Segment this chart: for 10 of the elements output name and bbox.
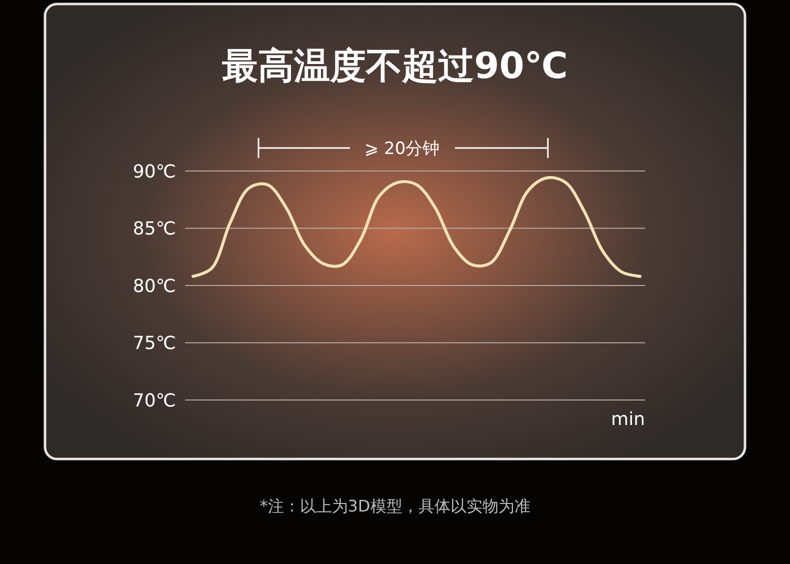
line-series <box>192 176 642 278</box>
text: ⩾ 20分钟 <box>364 138 440 159</box>
y-tick-label: 90℃ <box>132 161 176 182</box>
y-tick-label: 85℃ <box>132 218 176 240</box>
y-tick-label: 80℃ <box>132 276 176 297</box>
chart-title: 最高温度不超过90℃ <box>222 46 568 87</box>
y-tick-label: 75℃ <box>132 333 176 354</box>
text: *注：以上为3D模型，具体以实物为准 <box>260 496 530 516</box>
x-axis-title: min <box>611 409 645 430</box>
y-tick-label: 70℃ <box>132 390 176 412</box>
